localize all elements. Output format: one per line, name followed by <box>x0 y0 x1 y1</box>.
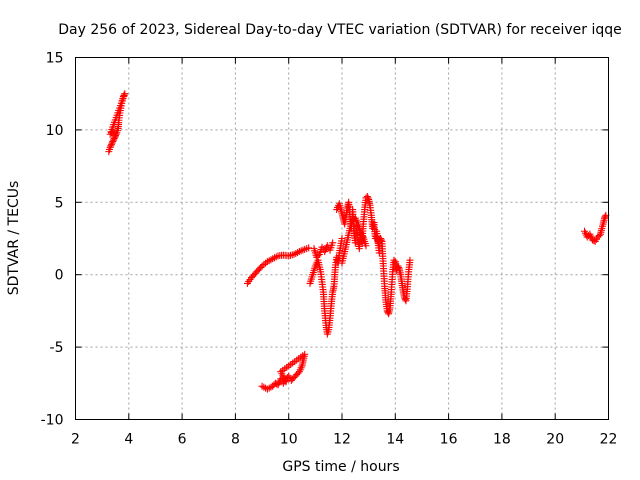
data-point <box>260 261 268 269</box>
data-point <box>297 247 305 255</box>
data-point <box>263 385 271 393</box>
data-point <box>107 142 115 150</box>
data-point <box>314 252 322 260</box>
data-point <box>377 236 385 244</box>
data-point <box>601 213 609 221</box>
x-tick-labels: 2 4 6 8 10 12 14 16 18 20 22 <box>71 432 617 448</box>
data-point <box>375 249 383 257</box>
data-point <box>401 295 409 303</box>
data-point <box>394 262 402 270</box>
data-point <box>406 256 414 264</box>
data-point <box>295 248 303 256</box>
data-point <box>109 137 117 145</box>
data-point <box>263 258 271 266</box>
data-point <box>111 132 119 140</box>
data-point <box>267 256 275 264</box>
data-point <box>265 257 273 265</box>
y-tick-label: 15 <box>46 51 64 67</box>
data-point <box>269 255 277 263</box>
chart-title: Day 256 of 2023, Sidereal Day-to-day VTE… <box>58 22 622 38</box>
data-point <box>358 232 366 240</box>
x-tick-label: 18 <box>493 432 511 448</box>
x-tick-label: 8 <box>231 432 240 448</box>
data-point <box>299 246 307 254</box>
x-tick-label: 2 <box>71 432 80 448</box>
x-tick-label: 20 <box>546 432 564 448</box>
data-point <box>601 214 609 222</box>
data-point <box>329 239 337 247</box>
data-point <box>390 256 398 264</box>
x-tick-label: 14 <box>386 432 404 448</box>
x-tick-label: 12 <box>333 432 351 448</box>
data-point <box>262 259 270 267</box>
data-point <box>292 249 300 257</box>
data-point <box>364 194 372 202</box>
data-point <box>395 263 403 271</box>
x-tick-label: 16 <box>440 432 458 448</box>
data-point <box>272 253 280 261</box>
data-point <box>595 232 603 240</box>
y-tick-label: -5 <box>50 340 64 356</box>
data-point <box>270 254 278 262</box>
plot-frame <box>75 57 609 420</box>
data-point <box>260 383 268 391</box>
data-point <box>108 139 116 147</box>
data-point <box>305 244 313 252</box>
y-axis-label: SDTVAR / TECUs <box>6 181 22 296</box>
x-axis-label: GPS time / hours <box>282 459 399 475</box>
x-tick-label: 22 <box>600 432 618 448</box>
x-tick-label: 4 <box>124 432 133 448</box>
data-point <box>294 248 302 256</box>
x-tick-label: 10 <box>280 432 298 448</box>
data-point <box>106 143 114 151</box>
data-points <box>105 90 610 393</box>
data-point <box>282 378 290 386</box>
y-tick-label: -10 <box>41 413 64 429</box>
data-point <box>111 133 119 141</box>
data-point <box>290 250 298 258</box>
data-point <box>377 235 385 242</box>
data-point <box>258 382 266 390</box>
data-point <box>257 263 265 271</box>
data-point <box>258 262 266 270</box>
y-tick-label: 0 <box>55 268 64 284</box>
y-tick-label: 5 <box>55 195 64 211</box>
y-tick-labels: 15 10 5 0 -5 -10 <box>41 51 64 429</box>
data-point <box>109 136 117 144</box>
data-point <box>363 193 371 201</box>
data-point <box>338 235 346 242</box>
x-tick-label: 6 <box>178 432 187 448</box>
data-point <box>362 242 370 250</box>
y-tick-label: 10 <box>46 123 64 139</box>
data-point <box>107 140 115 148</box>
data-point <box>265 384 273 392</box>
